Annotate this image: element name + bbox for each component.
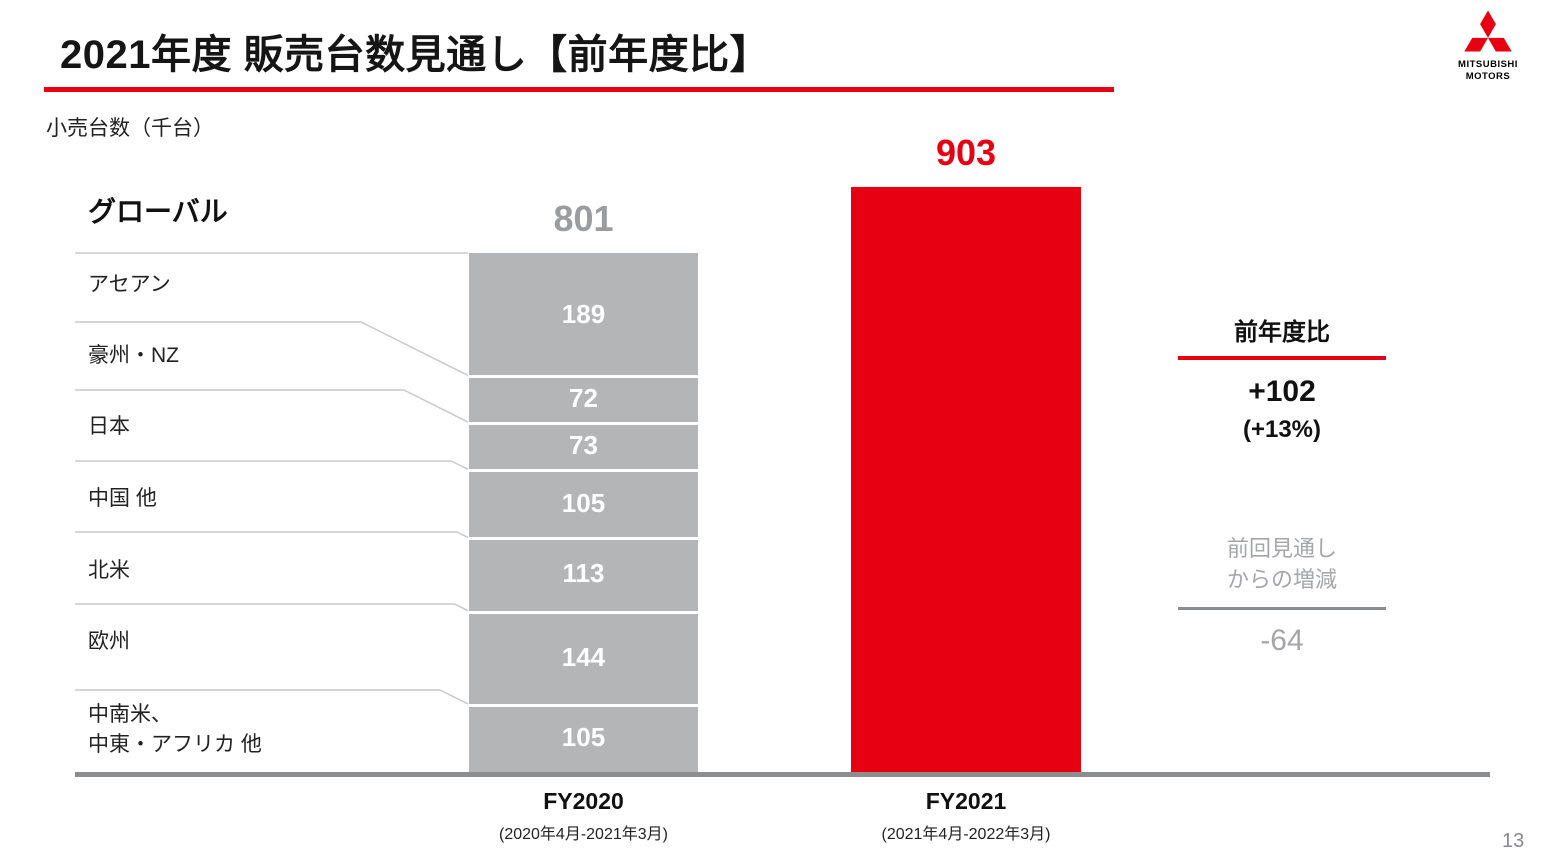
brand-name-line2: MOTORS bbox=[1465, 71, 1511, 83]
mitsubishi-logo: MITSUBISHI MOTORS bbox=[1428, 10, 1548, 84]
fy2020-axis-sublabel: (2020年4月-2021年3月) bbox=[499, 826, 668, 843]
fy2020-category: FY2020 (2020年4月-2021年3月) bbox=[469, 788, 698, 844]
slide-title: 2021年度 販売台数見通し【前年度比】 bbox=[60, 33, 771, 77]
segment-value-label: 113 bbox=[562, 558, 605, 589]
yoy-percent: (+13%) bbox=[1242, 416, 1322, 443]
fy2021-axis-label: FY2021 bbox=[925, 788, 1007, 814]
forecast-change-value: -64 bbox=[1260, 623, 1304, 657]
row-label-asean: アセアン bbox=[88, 273, 171, 296]
segment-value-label: 73 bbox=[569, 430, 598, 461]
fy2020-segment-1: 72 bbox=[469, 375, 698, 423]
fy2020-segment-2: 73 bbox=[469, 422, 698, 470]
fy2021-total-label: 903 bbox=[935, 132, 997, 173]
yoy-value: +102 bbox=[1248, 375, 1316, 408]
segment-value-label: 189 bbox=[561, 298, 606, 329]
fy2021-category: FY2021 (2021年4月-2022年3月) bbox=[851, 788, 1081, 844]
forecast-underline bbox=[1178, 606, 1386, 610]
fy2020-axis-label: FY2020 bbox=[543, 788, 624, 814]
unit-label: 小売台数（千台） bbox=[46, 117, 214, 140]
segment-value-label: 105 bbox=[561, 487, 606, 518]
yoy-title: 前年度比 bbox=[1234, 319, 1330, 346]
fy2021-bar bbox=[851, 186, 1081, 772]
fy2020-segment-5: 144 bbox=[469, 610, 698, 704]
fy2020-segment-4: 113 bbox=[469, 537, 698, 611]
fy2021-axis-sublabel: (2021年4月-2022年3月) bbox=[881, 826, 1051, 843]
fy2020-segment-3: 105 bbox=[469, 469, 698, 538]
row-label-australia-nz: 豪州・NZ bbox=[88, 344, 179, 367]
forecast-change-panel: 前回見通し からの増減 -64 bbox=[1178, 534, 1386, 658]
brand-name-line1: MITSUBISHI bbox=[1458, 59, 1518, 70]
global-row-label: グローバル bbox=[88, 196, 228, 227]
mitsubishi-three-diamond-icon bbox=[1464, 10, 1512, 52]
x-axis-line bbox=[75, 772, 1490, 777]
forecast-change-title: 前回見通し からの増減 bbox=[1226, 536, 1337, 592]
row-label-japan: 日本 bbox=[88, 415, 130, 438]
segment-value-label: 105 bbox=[561, 722, 606, 753]
fy2020-segment-0: 189 bbox=[469, 252, 698, 376]
yoy-underline bbox=[1178, 356, 1386, 360]
fy2020-stacked-bar: 189 72 73 105 113 144 105 bbox=[469, 252, 698, 772]
fy2020-segment-6: 105 bbox=[469, 703, 698, 772]
title-underline bbox=[44, 87, 1114, 92]
row-label-latam-me-africa: 中南米、 中東・アフリカ 他 bbox=[88, 703, 262, 757]
row-label-europe: 欧州 bbox=[88, 630, 130, 653]
segment-value-label: 144 bbox=[561, 641, 606, 672]
segment-value-label: 72 bbox=[569, 383, 598, 414]
fy2020-total-label: 801 bbox=[553, 198, 614, 239]
brand-wordmark: MITSUBISHI MOTORS bbox=[1428, 59, 1548, 84]
page-number: 13 bbox=[1502, 830, 1525, 852]
row-label-north-america: 北米 bbox=[88, 559, 130, 582]
yoy-panel: 前年度比 +102 (+13%) bbox=[1178, 312, 1386, 444]
row-label-china-others: 中国 他 bbox=[88, 487, 157, 510]
